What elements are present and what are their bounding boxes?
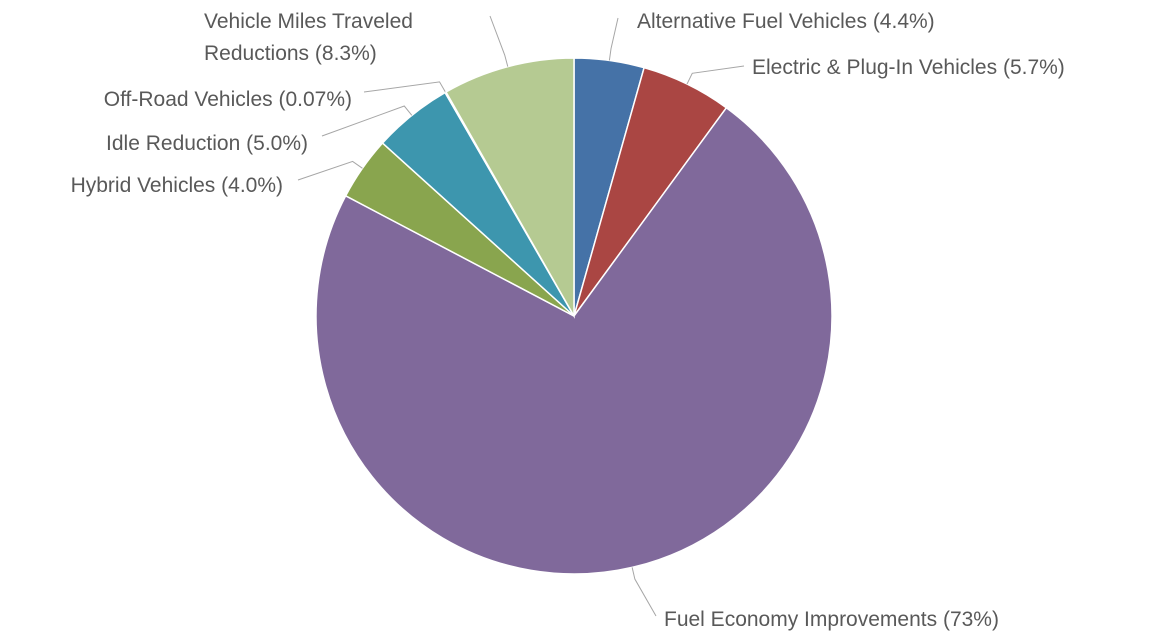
data-label: Off-Road Vehicles (0.07%) — [104, 84, 352, 116]
data-label: Vehicle Miles Traveled Reductions (8.3%) — [204, 6, 474, 70]
value-label: (73%) — [942, 608, 999, 631]
data-label: Hybrid Vehicles (4.0%) — [71, 170, 283, 202]
value-label: (5.0%) — [246, 132, 308, 155]
category-label: Alternative Fuel Vehicles — [637, 10, 867, 33]
leader-line — [686, 65, 745, 85]
category-label: Fuel Economy Improvements — [664, 608, 938, 631]
data-label: Alternative Fuel Vehicles (4.4%) — [637, 6, 935, 38]
data-label: Electric & Plug-In Vehicles (5.7%) — [752, 52, 1065, 84]
category-label: Hybrid Vehicles — [70, 174, 216, 197]
leader-line — [321, 105, 413, 137]
value-label: (5.7%) — [1002, 56, 1065, 79]
data-label: Fuel Economy Improvements (73%) — [664, 604, 999, 636]
leader-line — [631, 567, 657, 617]
category-label: Idle Reduction — [106, 132, 241, 155]
value-label: (4.4%) — [872, 10, 935, 33]
category-label: Vehicle Miles Traveled Reductions — [204, 10, 413, 65]
pie-slice — [444, 57, 575, 319]
data-label: Idle Reduction (5.0%) — [106, 128, 308, 160]
leader-line — [608, 17, 619, 61]
value-label: (8.3%) — [314, 42, 377, 65]
category-label: Electric & Plug-In Vehicles — [752, 56, 998, 79]
value-label: (0.07%) — [278, 88, 352, 111]
leader-line — [297, 160, 363, 181]
category-label: Off-Road Vehicles — [103, 88, 273, 111]
value-label: (4.0%) — [221, 174, 283, 197]
pie-slice — [315, 106, 833, 575]
leader-line — [363, 81, 446, 93]
leader-line — [489, 15, 509, 67]
